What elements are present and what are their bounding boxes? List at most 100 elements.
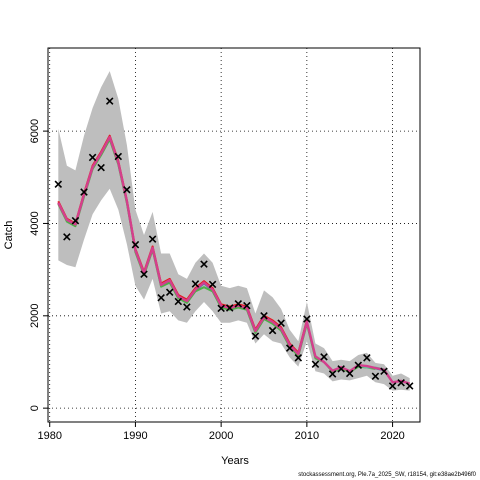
observed-point-2018 [371, 372, 380, 381]
observed-point-1995 [174, 297, 183, 306]
observed-point-stroke [140, 270, 148, 279]
observed-point-1997 [191, 280, 200, 288]
x-tick-label-2020: 2020 [380, 430, 404, 442]
observed-point-1994 [165, 288, 174, 297]
y-tick-label-4000: 4000 [29, 211, 41, 235]
observed-point-2014 [337, 365, 345, 373]
observed-point-2003 [243, 301, 251, 310]
observed-point-stroke [80, 188, 88, 196]
observed-point-stroke [371, 372, 380, 381]
observed-point-stroke [191, 280, 200, 288]
observed-point-2008 [285, 344, 294, 352]
y-axis: 0 2000 4000 6000 [29, 119, 48, 411]
observed-point-stroke [183, 303, 191, 311]
observed-point-stroke [165, 288, 174, 297]
observed-point-stroke [71, 216, 80, 225]
observed-point-1987 [105, 97, 114, 105]
confidence-band-area [58, 71, 410, 391]
observed-point-2017 [363, 354, 371, 362]
observed-point-1983 [71, 216, 80, 225]
observed-point-stroke [200, 260, 208, 268]
observed-point-stroke [405, 382, 414, 390]
observed-point-1984 [80, 188, 88, 196]
observed-point-2007 [277, 319, 285, 327]
observed-point-2009 [294, 354, 303, 362]
observed-point-stroke [285, 344, 294, 352]
observed-point-1985 [88, 153, 97, 162]
observed-point-stroke [217, 304, 225, 313]
observed-point-stroke [363, 354, 371, 362]
observed-point-stroke [388, 382, 397, 390]
y-tick-label-0: 0 [29, 405, 41, 411]
observed-point-1990 [131, 240, 140, 249]
observed-point-stroke [63, 233, 71, 241]
observed-point-stroke [148, 235, 157, 243]
observed-point-2019 [380, 367, 388, 375]
y-tick-label-2000: 2000 [29, 304, 41, 328]
observed-point-stroke [354, 361, 363, 369]
x-axis-title: Years [221, 455, 249, 467]
observed-point-stroke [320, 353, 328, 361]
observed-point-stroke [97, 163, 105, 172]
observed-point-1998 [200, 260, 208, 268]
observed-point-2005 [260, 312, 268, 320]
observed-point-stroke [303, 315, 311, 323]
observed-point-stroke [131, 240, 140, 249]
observed-point-stroke [345, 369, 354, 378]
observed-point-2012 [320, 353, 328, 361]
observed-point-1982 [63, 233, 71, 241]
observed-point-stroke [174, 297, 183, 306]
observed-point-stroke [105, 97, 114, 105]
observed-point-2015 [345, 369, 354, 378]
observed-point-1992 [148, 235, 157, 243]
observed-point-2006 [268, 326, 277, 335]
x-tick-label-1990: 1990 [123, 430, 147, 442]
x-axis: 1980 1990 2000 2010 2020 [37, 422, 405, 442]
observed-point-stroke [328, 370, 337, 378]
observed-point-1993 [157, 294, 165, 302]
observed-point-stroke [311, 360, 320, 369]
observed-point-2002 [234, 300, 243, 308]
observed-point-1996 [183, 303, 191, 311]
observed-point-stroke [251, 332, 260, 340]
observed-point-stroke [260, 312, 268, 320]
observed-point-2010 [303, 315, 311, 323]
observed-point-2022 [405, 382, 414, 390]
observed-point-stroke [54, 180, 63, 188]
observed-point-stroke [277, 319, 285, 327]
observed-point-stroke [397, 378, 405, 387]
plot-frame [47, 47, 421, 423]
observed-point-stroke [243, 301, 251, 310]
observed-point-1981 [54, 180, 63, 188]
observed-point-1986 [97, 163, 105, 172]
observed-point-2013 [328, 370, 337, 378]
x-tick-label-2010: 2010 [295, 430, 319, 442]
observed-point-1989 [123, 185, 131, 194]
observed-point-1991 [140, 270, 148, 279]
observed-point-stroke [337, 365, 345, 373]
observed-point-stroke [380, 367, 388, 375]
observed-point-2021 [397, 378, 405, 387]
confidence-band [58, 71, 410, 391]
footer-credit: stockassessment.org, Ple.7a_2025_SW, r18… [298, 472, 476, 478]
observed-point-stroke [157, 294, 165, 302]
observed-point-1988 [114, 152, 123, 161]
observed-point-2001 [225, 304, 234, 312]
observed-point-2011 [311, 360, 320, 369]
observed-point-stroke [294, 354, 303, 362]
observed-point-stroke [208, 280, 217, 289]
observed-markers [54, 97, 414, 390]
observed-point-1999 [208, 280, 217, 289]
observed-point-stroke [268, 326, 277, 335]
observed-point-2016 [354, 361, 363, 369]
x-tick-label-1980: 1980 [37, 430, 61, 442]
observed-point-2000 [217, 304, 225, 313]
observed-point-stroke [114, 152, 123, 161]
observed-point-stroke [234, 300, 243, 308]
observed-point-stroke [123, 185, 131, 194]
observed-point-2020 [388, 382, 397, 390]
y-axis-title: Catch [3, 221, 15, 250]
observed-point-2004 [251, 332, 260, 340]
observed-point-stroke [225, 304, 234, 312]
